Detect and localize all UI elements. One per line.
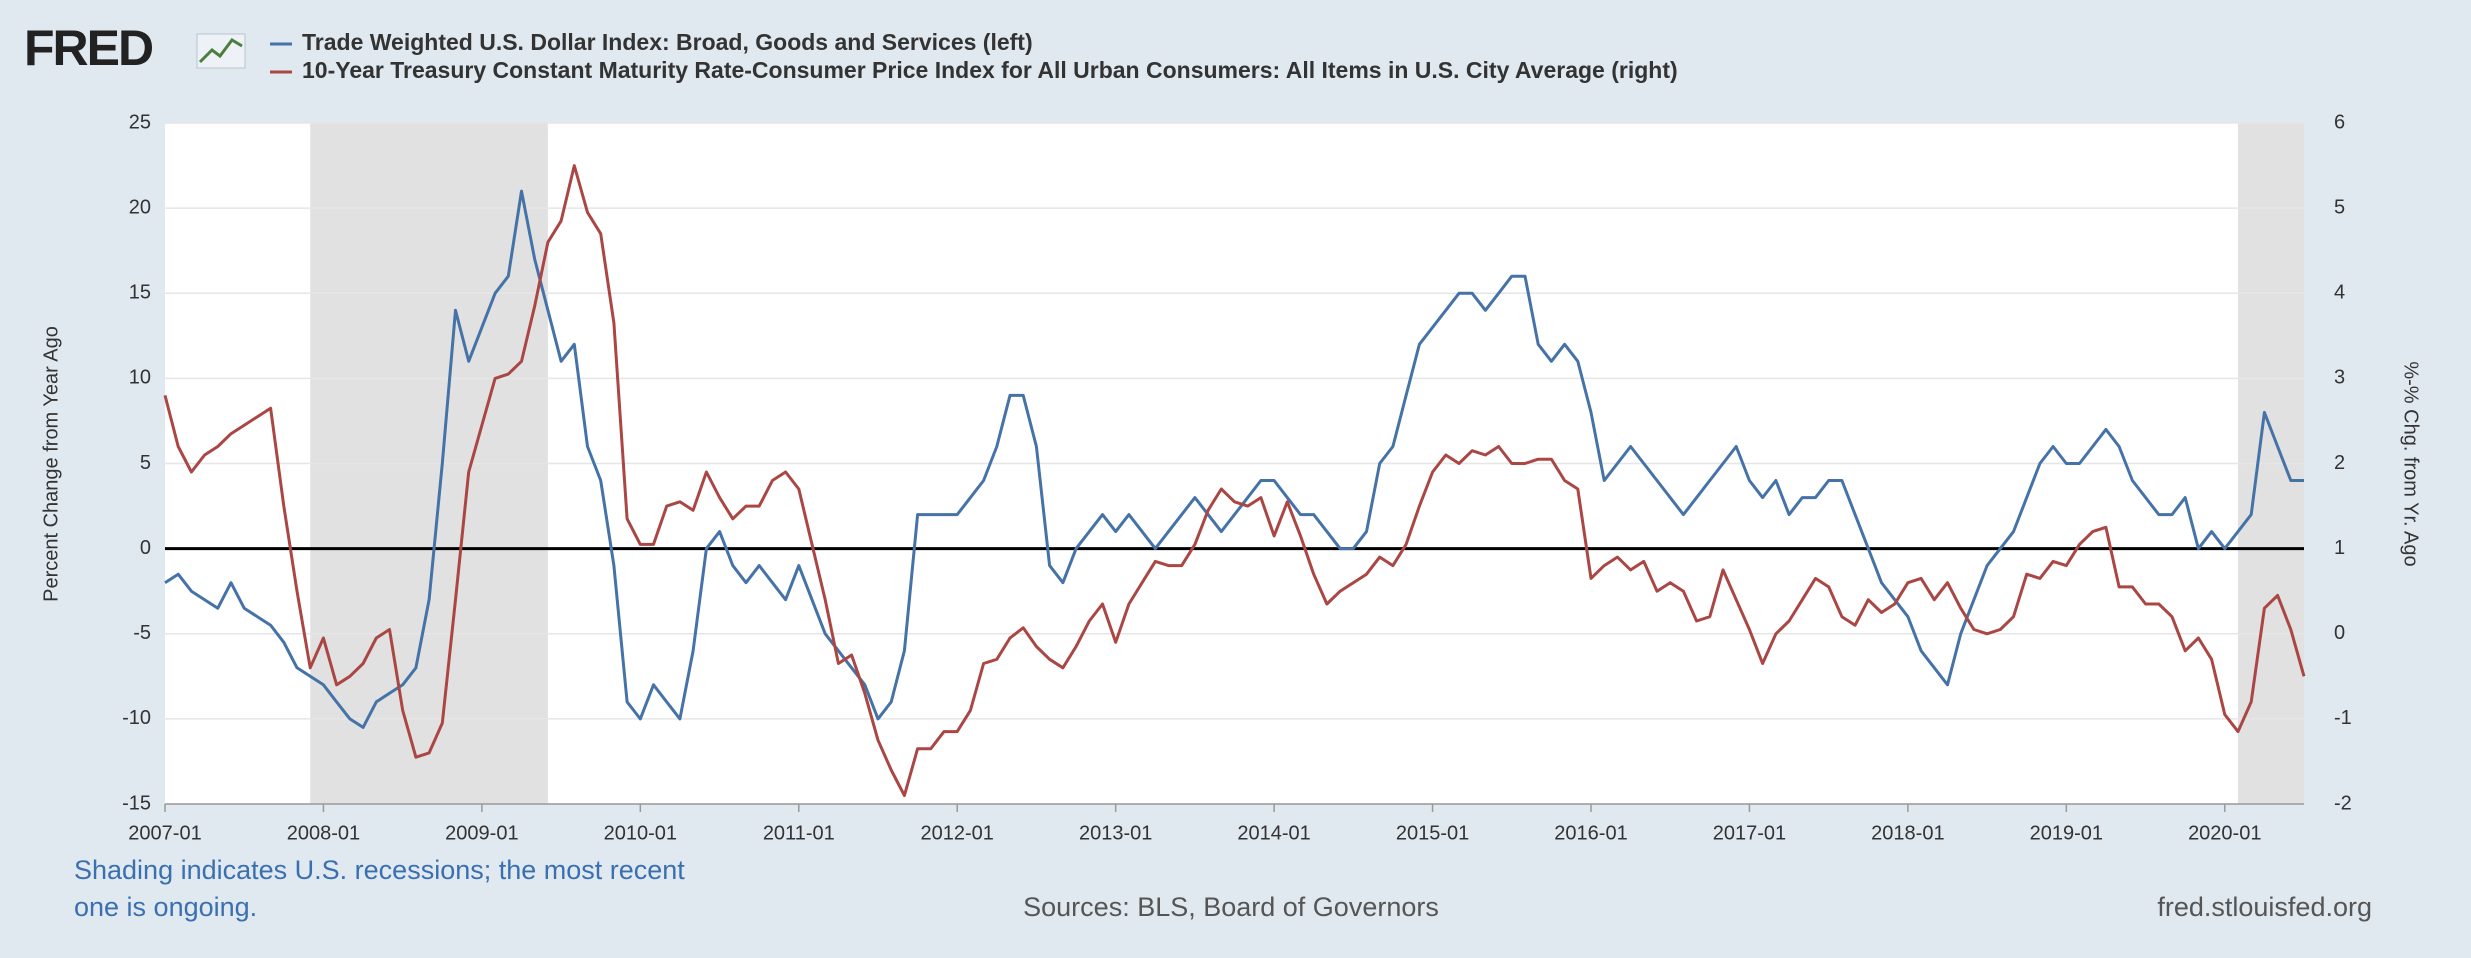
y2-tick-label: 1 <box>2334 537 2345 559</box>
x-tick-label: 2018-01 <box>1871 822 1944 844</box>
x-tick-label: 2007-01 <box>128 822 201 844</box>
x-tick-label: 2017-01 <box>1713 822 1786 844</box>
x-tick-label: 2010-01 <box>604 822 677 844</box>
legend-label: 10-Year Treasury Constant Maturity Rate-… <box>302 57 1678 83</box>
x-tick-label: 2011-01 <box>763 822 835 844</box>
series-line <box>163 164 2306 797</box>
series-line <box>164 189 2304 729</box>
x-tick-label: 2015-01 <box>1396 822 1469 844</box>
y-tick-label: 5 <box>140 452 151 474</box>
y-tick-label: -15 <box>122 792 151 814</box>
y2-tick-label: -1 <box>2334 707 2352 729</box>
y-tick-label: -10 <box>122 707 151 729</box>
y2-tick-label: 2 <box>2334 452 2345 474</box>
x-tick-label: 2008-01 <box>287 822 360 844</box>
logo-icon <box>196 33 246 69</box>
site: fred.stlouisfed.org <box>2157 892 2372 922</box>
y2-tick-label: 3 <box>2334 367 2345 389</box>
y2-axis-label: %-% Chg. from Yr. Ago <box>2400 361 2422 566</box>
x-tick-label: 2016-01 <box>1554 822 1627 844</box>
y-tick-label: -5 <box>133 622 151 644</box>
y-tick-label: 10 <box>129 367 151 389</box>
source: Sources: BLS, Board of Governors <box>1023 892 1439 922</box>
y-tick-label: 20 <box>129 196 151 218</box>
y-tick-label: 25 <box>129 111 151 133</box>
x-tick-label: 2009-01 <box>445 822 518 844</box>
y2-tick-label: -2 <box>2334 792 2352 814</box>
legend-label: Trade Weighted U.S. Dollar Index: Broad,… <box>302 29 1033 55</box>
y-tick-label: 15 <box>129 282 151 304</box>
logo: FRED <box>24 20 153 76</box>
x-tick-label: 2012-01 <box>921 822 994 844</box>
x-tick-label: 2013-01 <box>1079 822 1152 844</box>
y2-tick-label: 4 <box>2334 282 2345 304</box>
x-tick-label: 2020-01 <box>2188 822 2261 844</box>
y-tick-label: 0 <box>140 537 151 559</box>
recession-note: Shading indicates U.S. recessions; the m… <box>74 855 685 922</box>
x-tick-label: 2019-01 <box>2030 822 2103 844</box>
y2-tick-label: 5 <box>2334 196 2345 218</box>
y2-tick-label: 0 <box>2334 622 2345 644</box>
y2-tick-label: 6 <box>2334 111 2345 133</box>
x-tick-label: 2014-01 <box>1237 822 1310 844</box>
y-axis-label: Percent Change from Year Ago <box>40 326 62 602</box>
